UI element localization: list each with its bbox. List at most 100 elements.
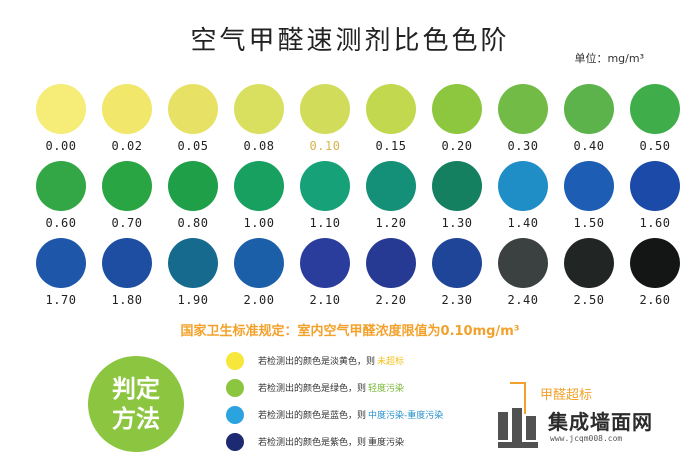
swatch-cell: 2.50 xyxy=(556,238,622,307)
swatch-value: 2.30 xyxy=(441,293,473,307)
swatch-value: 0.00 xyxy=(45,139,77,153)
color-swatch xyxy=(564,238,614,288)
swatch-cell: 1.10 xyxy=(292,161,358,230)
swatch-cell: 2.60 xyxy=(622,238,688,307)
color-swatch xyxy=(432,161,482,211)
color-swatch xyxy=(300,84,350,134)
legend-row: 若检测出的颜色是蓝色，则 中度污染-重度污染 xyxy=(226,401,443,428)
color-swatch xyxy=(102,161,152,211)
swatch-value: 1.00 xyxy=(243,216,275,230)
swatch-cell: 1.20 xyxy=(358,161,424,230)
swatch-value: 2.50 xyxy=(573,293,605,307)
swatch-cell: 2.30 xyxy=(424,238,490,307)
swatch-value: 0.70 xyxy=(111,216,143,230)
swatch-value: 2.60 xyxy=(639,293,671,307)
color-swatch xyxy=(168,161,218,211)
color-swatch xyxy=(498,238,548,288)
swatch-value: 0.80 xyxy=(177,216,209,230)
swatch-cell: 2.00 xyxy=(226,238,292,307)
color-swatch xyxy=(564,161,614,211)
swatch-value: 1.30 xyxy=(441,216,473,230)
swatch-value: 2.00 xyxy=(243,293,275,307)
watermark-url: www.jcqm008.com xyxy=(550,434,623,443)
color-swatch xyxy=(366,238,416,288)
swatch-value: 1.20 xyxy=(375,216,407,230)
swatch-value: 0.30 xyxy=(507,139,539,153)
swatch-cell: 0.05 xyxy=(160,84,226,153)
legend-result: 轻度污染 xyxy=(368,384,405,394)
swatch-grid: 0.00 0.02 0.05 0.08 0.10 0.15 0.20 0.30 0.40 0.50… xyxy=(28,84,688,307)
color-swatch xyxy=(498,161,548,211)
swatch-cell: 0.02 xyxy=(94,84,160,153)
legend: 若检测出的颜色是淡黄色，则 未超标 若检测出的颜色是绿色，则 轻度污染 若检测出的颜色是… xyxy=(226,347,443,455)
legend-text: 若检测出的颜色是绿色，则 xyxy=(258,384,367,394)
color-swatch xyxy=(36,238,86,288)
swatch-value: 1.10 xyxy=(309,216,341,230)
legend-text: 若检测出的颜色是淡黄色，则 xyxy=(258,357,376,367)
swatch-value: 1.80 xyxy=(111,293,143,307)
swatch-value: 0.60 xyxy=(45,216,77,230)
color-swatch xyxy=(102,84,152,134)
legend-row: 若检测出的颜色是紫色，则 重度污染 xyxy=(226,428,443,455)
color-swatch xyxy=(168,84,218,134)
color-swatch xyxy=(366,161,416,211)
swatch-cell: 2.40 xyxy=(490,238,556,307)
color-swatch xyxy=(432,84,482,134)
swatch-value: 0.20 xyxy=(441,139,473,153)
swatch-value: 1.90 xyxy=(177,293,209,307)
swatch-value: 1.70 xyxy=(45,293,77,307)
bracket-decoration xyxy=(510,382,526,414)
swatch-cell: 0.08 xyxy=(226,84,292,153)
swatch-cell: 1.60 xyxy=(622,161,688,230)
swatch-cell: 0.80 xyxy=(160,161,226,230)
color-swatch xyxy=(102,238,152,288)
swatch-cell: 1.70 xyxy=(28,238,94,307)
swatch-value: 2.10 xyxy=(309,293,341,307)
color-swatch xyxy=(564,84,614,134)
swatch-value: 0.10 xyxy=(309,139,341,153)
swatch-value: 1.40 xyxy=(507,216,539,230)
standard-note: 国家卫生标准规定：室内空气甲醛浓度限值为0.10mg/m³ xyxy=(180,324,520,339)
method-label-line2: 方法 xyxy=(112,405,160,433)
legend-dot xyxy=(226,351,244,370)
color-swatch xyxy=(234,84,284,134)
swatch-value: 0.50 xyxy=(639,139,671,153)
legend-text: 若检测出的颜色是蓝色，则 xyxy=(258,411,367,421)
color-swatch xyxy=(234,161,284,211)
swatch-cell: 1.00 xyxy=(226,161,292,230)
swatch-value: 2.40 xyxy=(507,293,539,307)
swatch-value: 2.20 xyxy=(375,293,407,307)
color-swatch xyxy=(234,238,284,288)
color-swatch xyxy=(366,84,416,134)
color-swatch xyxy=(36,161,86,211)
side-label: 甲醛超标 xyxy=(540,388,593,403)
swatch-cell: 0.40 xyxy=(556,84,622,153)
swatch-value: 1.50 xyxy=(573,216,605,230)
legend-text: 若检测出的颜色是紫色，则 xyxy=(258,438,367,448)
swatch-cell: 1.30 xyxy=(424,161,490,230)
swatch-value: 0.02 xyxy=(111,139,143,153)
method-badge: 判定 方法 xyxy=(88,356,184,452)
color-swatch xyxy=(168,238,218,288)
color-swatch xyxy=(630,161,680,211)
page-title: 空气甲醛速测剂比色色阶 xyxy=(190,26,510,56)
swatch-cell: 0.10 xyxy=(292,84,358,153)
swatch-value: 0.40 xyxy=(573,139,605,153)
swatch-cell: 1.50 xyxy=(556,161,622,230)
color-swatch xyxy=(432,238,482,288)
swatch-cell: 0.15 xyxy=(358,84,424,153)
color-swatch xyxy=(300,238,350,288)
swatch-cell: 0.00 xyxy=(28,84,94,153)
swatch-value: 0.08 xyxy=(243,139,275,153)
swatch-cell: 0.20 xyxy=(424,84,490,153)
legend-row: 若检测出的颜色是淡黄色，则 未超标 xyxy=(226,347,443,374)
legend-dot xyxy=(226,432,244,451)
swatch-cell: 0.50 xyxy=(622,84,688,153)
legend-result: 中度污染-重度污染 xyxy=(368,411,444,421)
color-swatch xyxy=(300,161,350,211)
swatch-value: 0.05 xyxy=(177,139,209,153)
color-swatch xyxy=(498,84,548,134)
method-label-line1: 判定 xyxy=(112,375,160,403)
swatch-value: 1.60 xyxy=(639,216,671,230)
swatch-cell: 2.10 xyxy=(292,238,358,307)
